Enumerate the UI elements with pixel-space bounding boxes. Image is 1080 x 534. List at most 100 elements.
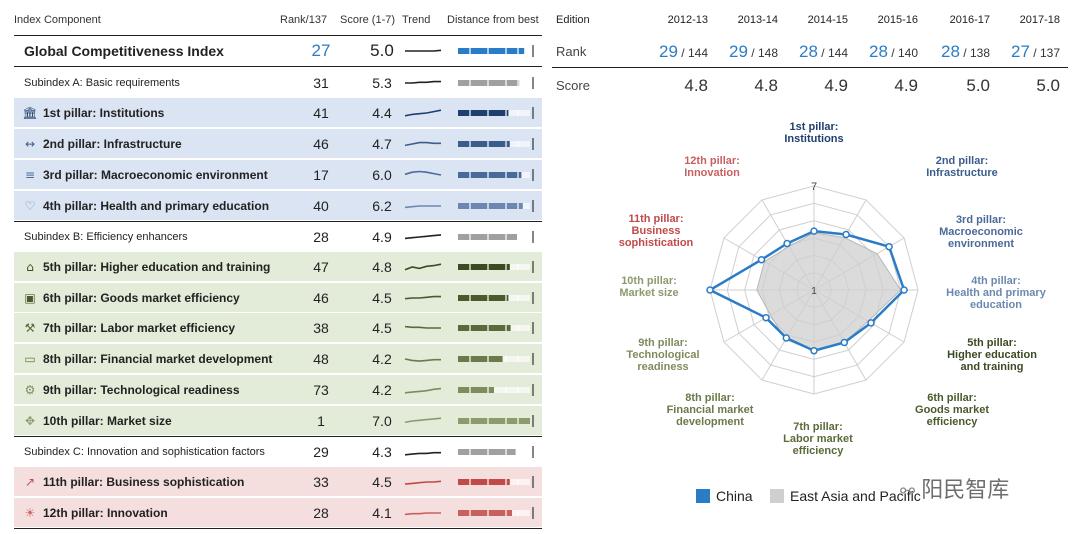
radar-axis-label: 11th pillar: Business sophistication [619,213,694,249]
radar-point-china [885,242,893,251]
rank-cell: 28 / 144 [778,36,848,69]
radar-axis-label-line: Financial market [667,404,754,416]
score-cell: 4.8 [684,76,708,95]
innovation-icon: ☀ [24,506,36,520]
radar-axis-label-line: 12th pillar: [684,155,740,167]
legend-china-label: China [716,488,753,504]
radar-axis-label-line: 6th pillar: [927,392,977,404]
table-row: ↗ 11th pillar: Business sophistication 33 4… [14,467,542,497]
row-trend-sparkline [405,49,442,52]
radar-axis-label-line: 5th pillar: [967,337,1017,349]
table-row: ▣ 6th pillar: Goods market efficiency 46 4.… [14,283,542,313]
table-row: Global Competitiveness Index 27 5.0 [14,36,542,66]
table-row: 🏛 1st pillar: Institutions 41 4.4 [14,98,542,128]
row-name: 7th pillar: Labor market efficiency [43,321,236,335]
trend-line [404,109,442,117]
radar-axis-label-line: 7th pillar: [793,421,843,433]
row-name: 12th pillar: Innovation [43,506,168,520]
table-row: ⌂ 5th pillar: Higher education and traini… [14,252,542,282]
row-rank: 41 [313,105,329,121]
radar-axis-label: 9th pillar: Technological readiness [626,337,699,373]
radar-axis-label-line: Labor market [783,433,853,445]
radar-axis-label-line: and training [961,361,1024,373]
row-rank: 46 [313,136,329,152]
radar-axis-label-line: sophistication [619,237,694,249]
row-name: Global Competitiveness Index [24,43,224,59]
radar-axis-label-line: Technological [626,349,699,361]
row-score: 6.2 [372,198,392,214]
row-distance-bar [458,353,534,365]
legend-region-label: East Asia and Pacific [790,488,921,504]
rank-cell: 28 / 140 [848,36,918,69]
row-score: 4.9 [372,229,392,245]
row-trend-sparkline [404,480,442,485]
distance-fill [458,387,494,393]
row-trend-sparkline [404,387,442,394]
header-index-component: Index Component [14,14,101,26]
row-score: 5.3 [372,75,392,91]
radar-axis-label-line: 9th pillar: [638,337,688,349]
row-trend-sparkline [404,512,441,516]
trend-line [404,170,442,176]
institutions-icon: 🏛 [22,106,38,120]
row-rank: 48 [313,351,329,367]
distance-fill [458,479,510,485]
score-row-label: Score [556,78,590,93]
edition-year: 2015-16 [877,14,918,26]
edition-year: 2017-18 [1019,14,1060,26]
business-icon: ↗ [24,475,36,489]
score-cell: 4.9 [894,76,918,95]
edition-year: 2014-15 [807,14,848,26]
row-name: 11th pillar: Business sophistication [43,475,245,489]
radar-axis-label-line: education [970,299,1022,311]
table-row: ↔ 2nd pillar: Infrastructure 46 4.7 [14,129,542,159]
financial-market-icon: ▭ [24,352,36,366]
row-name: 8th pillar: Financial market development [43,352,273,366]
trend-line [405,80,441,84]
row-rank: 38 [313,320,329,336]
radar-point-china [782,334,791,342]
edition-year: 2013-14 [737,14,778,26]
radar-axis-label-line: 1st pillar: [790,121,839,133]
row-distance-bar [458,322,534,334]
radar-axis-label-line: efficiency [927,416,979,428]
table-row: ✥ 10th pillar: Market size 1 7.0 [14,406,542,436]
radar-axis-label-line: Innovation [684,167,740,179]
trend-line [404,451,441,456]
radar-axis-label: 7th pillar: Labor market efficiency [783,421,853,457]
radar-axis-label-line: Macroeconomic [939,226,1023,238]
watermark-text: 阳民智库 [921,477,1010,502]
radar-point-china [762,313,770,322]
row-name: 4th pillar: Health and primary education [43,199,270,213]
row-trend-sparkline [405,80,441,84]
radar-axis-label-line: 3rd pillar: [956,214,1006,226]
radar-axis-label: 2nd pillar: Infrastructure [926,155,998,179]
legend-region: East Asia and Pacific [770,488,921,504]
macroeconomic-icon: ≡ [24,168,36,182]
row-score: 4.8 [372,259,392,275]
radar-axis-label-line: 11th pillar: [628,213,683,225]
row-rank: 1 [317,413,325,429]
header-trend: Trend [402,14,431,26]
row-name: 5th pillar: Higher education and trainin… [43,260,271,274]
row-distance-bar [458,200,534,212]
row-distance-bar [458,138,534,150]
distance-fill [458,449,516,455]
distance-fill [458,356,503,362]
trend-line [404,205,441,209]
distance-fill [458,295,509,301]
row-name: Subindex C: Innovation and sophisticatio… [24,446,265,458]
radar-axis-label-line: 10th pillar: [621,275,677,287]
row-score: 4.5 [372,474,392,490]
rank-cell: 28 / 138 [920,36,990,69]
trend-line [404,480,442,485]
radar-tick-label: 7 [811,181,817,193]
radar-point-china [842,230,850,239]
trend-line [405,49,442,52]
row-name: 10th pillar: Market size [43,414,172,428]
radar-axis-label: 10th pillar: Market size [619,275,678,299]
table-row: ☀ 12th pillar: Innovation 28 4.1 [14,498,542,528]
row-name: 2nd pillar: Infrastructure [43,137,182,151]
header-separator [14,35,542,36]
trend-line [404,512,441,516]
